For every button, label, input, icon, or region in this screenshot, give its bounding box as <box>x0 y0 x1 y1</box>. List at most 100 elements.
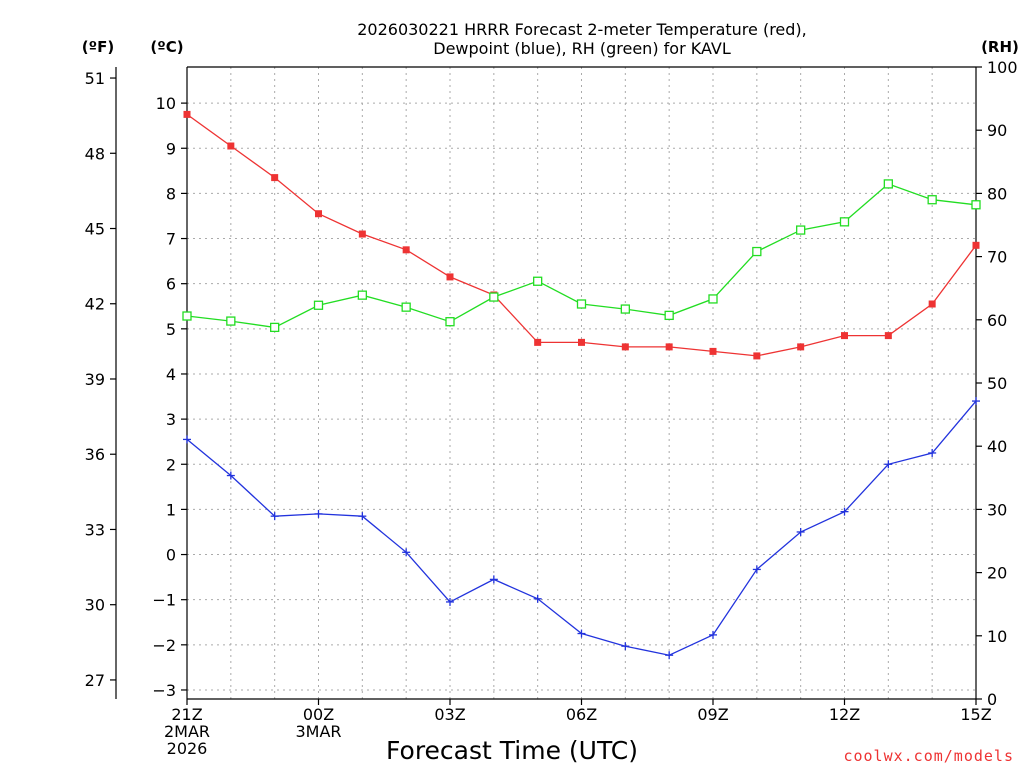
x-tick-label: 12Z <box>829 705 860 724</box>
rh-point <box>226 316 236 326</box>
celsius-tick-label: 7 <box>166 230 176 249</box>
temperature-point <box>271 174 279 182</box>
temperature-point <box>753 352 761 360</box>
temperature-point <box>884 332 892 340</box>
rh-tick-label: 30 <box>987 500 1007 519</box>
fahrenheit-tick-label: 36 <box>85 445 105 464</box>
dewpoint-point <box>489 575 498 584</box>
celsius-tick-label: −3 <box>152 681 176 700</box>
fahrenheit-tick-label: 30 <box>85 596 105 615</box>
rh-tick-label: 90 <box>987 121 1007 140</box>
temperature-point <box>621 343 629 351</box>
temperature-point <box>928 300 936 308</box>
rh-point <box>664 310 674 321</box>
fahrenheit-unit-label: (ºF) <box>82 38 114 56</box>
rh-point <box>357 290 367 300</box>
rh-tick-label: 40 <box>987 437 1007 456</box>
dewpoint-point <box>183 435 191 444</box>
dewpoint-point <box>577 629 586 638</box>
chart-title-line-2: Dewpoint (blue), RH (green) for KAVL <box>433 39 731 58</box>
temperature-point <box>358 230 366 238</box>
dewpoint-point <box>752 565 761 574</box>
celsius-tick-label: 2 <box>166 455 176 474</box>
rh-point <box>313 300 324 310</box>
rh-tick-label: 20 <box>987 564 1007 583</box>
rh-point <box>971 200 981 210</box>
celsius-tick-label: −2 <box>152 636 176 655</box>
dewpoint-point <box>446 597 454 606</box>
rh-point <box>927 195 937 205</box>
site-credit: coolwx.com/models <box>843 747 1014 765</box>
dewpoint-point <box>270 512 279 521</box>
temperature-point <box>797 343 805 351</box>
data-series <box>182 110 981 660</box>
rh-unit-label: (RH) <box>981 38 1019 56</box>
dewpoint-point <box>358 512 367 521</box>
fahrenheit-tick-label: 45 <box>85 220 105 239</box>
fahrenheit-tick-label: 51 <box>85 69 105 88</box>
temperature-point <box>841 332 848 340</box>
dewpoint-point <box>665 651 674 660</box>
celsius-tick-label: 0 <box>166 546 176 565</box>
fahrenheit-tick-label: 27 <box>85 671 105 690</box>
dewpoint-point <box>533 594 542 603</box>
celsius-tick-label: 8 <box>166 184 176 203</box>
rh-tick-label: 10 <box>987 627 1007 646</box>
celsius-tick-label: 1 <box>166 500 176 519</box>
chart-title-line-1: 2026030221 HRRR Forecast 2-meter Tempera… <box>357 20 807 39</box>
rh-point <box>533 276 543 286</box>
temperature-point <box>665 343 673 351</box>
celsius-tick-label: 4 <box>166 365 176 384</box>
grid-lines <box>187 67 976 699</box>
dewpoint-point <box>928 448 937 457</box>
dewpoint-point <box>972 397 980 406</box>
fahrenheit-tick-label: 33 <box>85 520 105 539</box>
rh-point <box>445 317 455 327</box>
dewpoint-point <box>226 471 235 480</box>
dewpoint-point <box>314 509 323 518</box>
x-tick-label: 00Z <box>303 705 334 724</box>
dewpoint-point <box>884 460 893 469</box>
temperature-point <box>446 273 454 281</box>
celsius-unit-label: (ºC) <box>150 38 183 56</box>
temperature-point <box>227 142 235 150</box>
x-tick-label: 06Z <box>566 705 597 724</box>
dewpoint-point <box>840 507 849 516</box>
rh-point <box>708 294 718 304</box>
celsius-tick-label: 9 <box>166 139 176 158</box>
temperature-point <box>402 246 410 254</box>
x-tick-label: 2026 <box>167 739 208 758</box>
rh-tick-label: 80 <box>987 184 1007 203</box>
rh-point <box>270 322 280 333</box>
temperature-point <box>709 347 717 355</box>
celsius-tick-label: 10 <box>156 94 176 113</box>
axes: −3−2−10123456789102730333639424548510102… <box>85 58 1018 758</box>
x-tick-label: 3MAR <box>295 722 341 741</box>
temperature-point <box>183 110 191 118</box>
rh-point <box>576 299 587 309</box>
x-tick-label: 2MAR <box>164 722 210 741</box>
rh-point <box>182 311 192 321</box>
dewpoint-point <box>402 548 411 557</box>
temperature-point <box>534 338 542 346</box>
rh-point <box>839 217 850 227</box>
x-tick-label: 15Z <box>960 705 991 724</box>
dewpoint-point <box>621 642 630 651</box>
x-tick-label: 03Z <box>434 705 465 724</box>
x-tick-label: 21Z <box>171 705 202 724</box>
celsius-tick-label: 6 <box>166 275 176 294</box>
rh-tick-label: 70 <box>987 248 1007 267</box>
x-axis-title: Forecast Time (UTC) <box>386 736 638 765</box>
celsius-tick-label: 3 <box>166 410 176 429</box>
celsius-tick-label: 5 <box>166 320 176 339</box>
temperature-point <box>315 210 322 218</box>
rh-point <box>620 304 630 314</box>
x-tick-label: 09Z <box>697 705 728 724</box>
rh-tick-label: 60 <box>987 311 1007 330</box>
dewpoint-point <box>709 630 717 639</box>
fahrenheit-tick-label: 48 <box>85 144 105 163</box>
temperature-point <box>578 338 585 346</box>
rh-point <box>883 179 893 189</box>
rh-tick-label: 50 <box>987 374 1007 393</box>
